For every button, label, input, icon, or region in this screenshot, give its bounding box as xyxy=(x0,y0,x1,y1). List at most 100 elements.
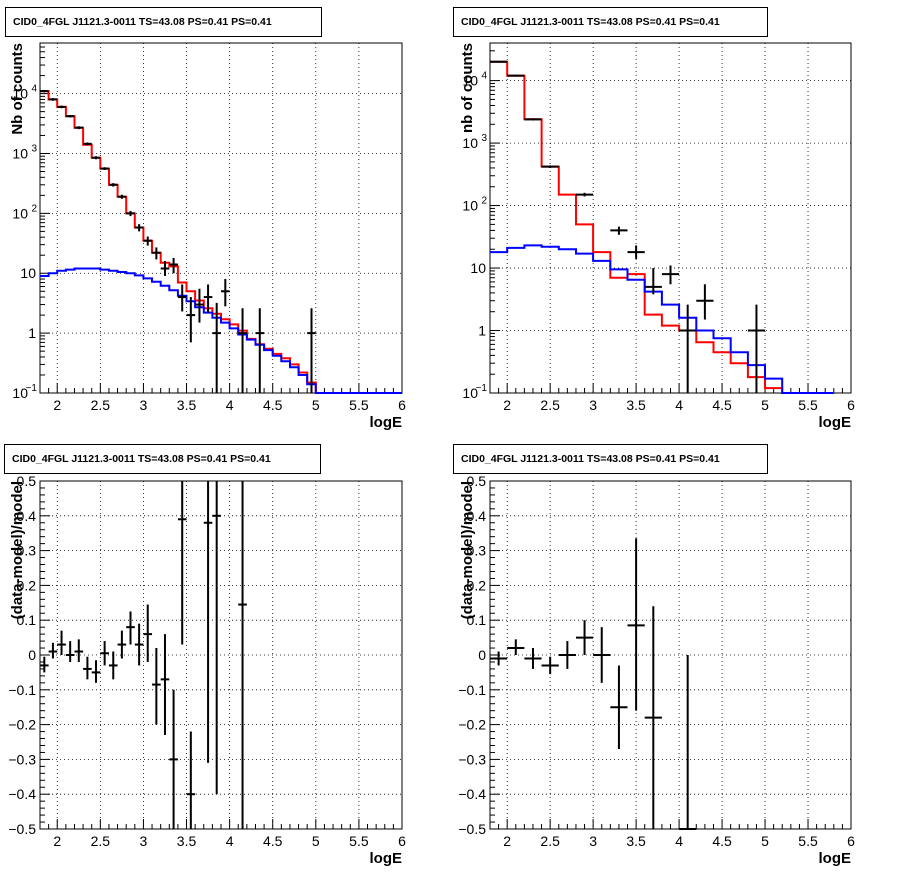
x-tick-label: 5 xyxy=(761,397,769,413)
data-point xyxy=(212,481,221,795)
data-point xyxy=(593,627,611,683)
y-tick-label: −0.3 xyxy=(458,751,486,767)
y-tick-exponent: 3 xyxy=(481,133,487,144)
y-tick-label: 0 xyxy=(28,647,36,663)
chart-title: CID0_4FGL J1121.3-0011 TS=43.08 PS=0.41 … xyxy=(12,453,271,465)
x-tick-label: 6 xyxy=(847,833,855,849)
data-point xyxy=(203,284,213,313)
y-tick-exponent: 4 xyxy=(31,84,37,95)
y-tick-label: 10 xyxy=(462,135,478,151)
data-points xyxy=(490,60,766,393)
chart-svg: CID0_4FGL J1121.3-0011 TS=43.08 PS=0.41 … xyxy=(453,444,855,867)
data-point xyxy=(575,620,594,655)
x-tick-label: 4.5 xyxy=(712,833,732,849)
data-point xyxy=(255,308,265,393)
data-point xyxy=(661,265,680,285)
grid xyxy=(40,481,402,829)
data-point xyxy=(610,226,628,235)
data-points xyxy=(40,481,247,829)
x-tick-label: 5.5 xyxy=(798,397,818,413)
data-point xyxy=(575,192,594,197)
y-tick-label: −0.1 xyxy=(458,682,486,698)
data-point xyxy=(177,481,187,645)
x-tick-label: 3.5 xyxy=(177,397,197,413)
chart-title: CID0_4FGL J1121.3-0011 TS=43.08 PS=0.41 … xyxy=(13,16,272,28)
model-source-line xyxy=(40,267,402,394)
residual-panel-front: CID0_4FGL J1121.3-0011 TS=43.08 PS=0.41 … xyxy=(449,437,898,875)
data-point xyxy=(100,641,109,666)
y-tick-label: 0.4 xyxy=(17,508,37,524)
y-axis-label: (data-model)/model xyxy=(9,481,26,619)
y-tick-label: 0.5 xyxy=(467,473,487,489)
y-axis-label: (data-model)/model xyxy=(459,481,476,619)
data-point xyxy=(169,689,178,829)
y-tick-label: 10 xyxy=(12,385,28,401)
data-point xyxy=(212,302,221,393)
data-points xyxy=(40,89,316,393)
data-point xyxy=(152,648,161,725)
title-box xyxy=(4,444,321,474)
data-point xyxy=(524,648,542,669)
data-point xyxy=(627,538,645,711)
data-point xyxy=(558,641,576,669)
x-tick-label: 2.5 xyxy=(540,397,560,413)
data-point xyxy=(679,655,697,830)
y-tick-label: 10 xyxy=(12,145,28,161)
plot-frame xyxy=(489,42,852,394)
x-axis-label: logE xyxy=(819,850,852,867)
data-point xyxy=(83,656,92,680)
chart-title: CID0_4FGL J1121.3-0011 TS=43.08 PS=0.41 … xyxy=(461,16,720,28)
data-point xyxy=(83,142,92,146)
x-tick-label: 3.5 xyxy=(177,833,197,849)
x-tick-label: 5 xyxy=(312,833,320,849)
y-tick-label: 10 xyxy=(470,260,486,276)
title-box xyxy=(5,7,322,37)
data-point xyxy=(160,634,170,736)
data-point xyxy=(57,630,66,655)
data-point xyxy=(221,279,230,307)
model-total-line xyxy=(490,60,834,394)
y-axis-label: Nb of counts xyxy=(9,43,26,135)
x-tick-label: 6 xyxy=(398,397,406,413)
data-point xyxy=(186,731,196,829)
x-axis-label: logE xyxy=(819,414,852,431)
data-point xyxy=(74,126,84,130)
data-point xyxy=(524,118,542,121)
x-tick-label: 2 xyxy=(503,833,511,849)
data-point xyxy=(65,641,75,662)
x-tick-label: 6 xyxy=(398,833,406,849)
data-point xyxy=(108,651,118,680)
y-tick-label: 0.4 xyxy=(467,508,487,524)
y-tick-label: 0 xyxy=(478,647,486,663)
y-tick-label: 0.3 xyxy=(467,543,487,559)
y-tick-label: 0.2 xyxy=(17,577,37,593)
data-point xyxy=(490,60,508,63)
data-point xyxy=(117,194,127,199)
x-tick-label: 2 xyxy=(503,397,511,413)
data-point xyxy=(143,236,153,246)
y-tick-label: −0.2 xyxy=(8,717,36,733)
y-tick-label: 10 xyxy=(12,86,28,102)
y-tick-label: 10 xyxy=(20,265,36,281)
x-tick-label: 4.5 xyxy=(263,397,283,413)
data-point xyxy=(541,656,559,675)
x-tick-label: 5 xyxy=(312,397,320,413)
y-tick-exponent: −1 xyxy=(476,383,488,394)
data-point xyxy=(160,261,170,276)
data-point xyxy=(134,224,144,232)
y-tick-label: 1 xyxy=(28,325,36,341)
grid xyxy=(490,481,851,829)
chart-title: CID0_4FGL J1121.3-0011 TS=43.08 PS=0.41 … xyxy=(461,453,720,465)
y-tick-label: 10 xyxy=(12,205,28,221)
x-tick-label: 5.5 xyxy=(349,833,369,849)
x-tick-label: 5 xyxy=(761,833,769,849)
data-point xyxy=(203,481,213,763)
data-point xyxy=(91,660,101,683)
data-point xyxy=(108,183,118,187)
y-tick-exponent: −1 xyxy=(26,383,38,394)
data-point xyxy=(238,308,247,393)
spectrum-panel-sum: CID0_4FGL J1121.3-0011 TS=43.08 PS=0.41 … xyxy=(0,0,449,437)
data-point xyxy=(679,304,697,393)
data-point xyxy=(48,642,58,659)
